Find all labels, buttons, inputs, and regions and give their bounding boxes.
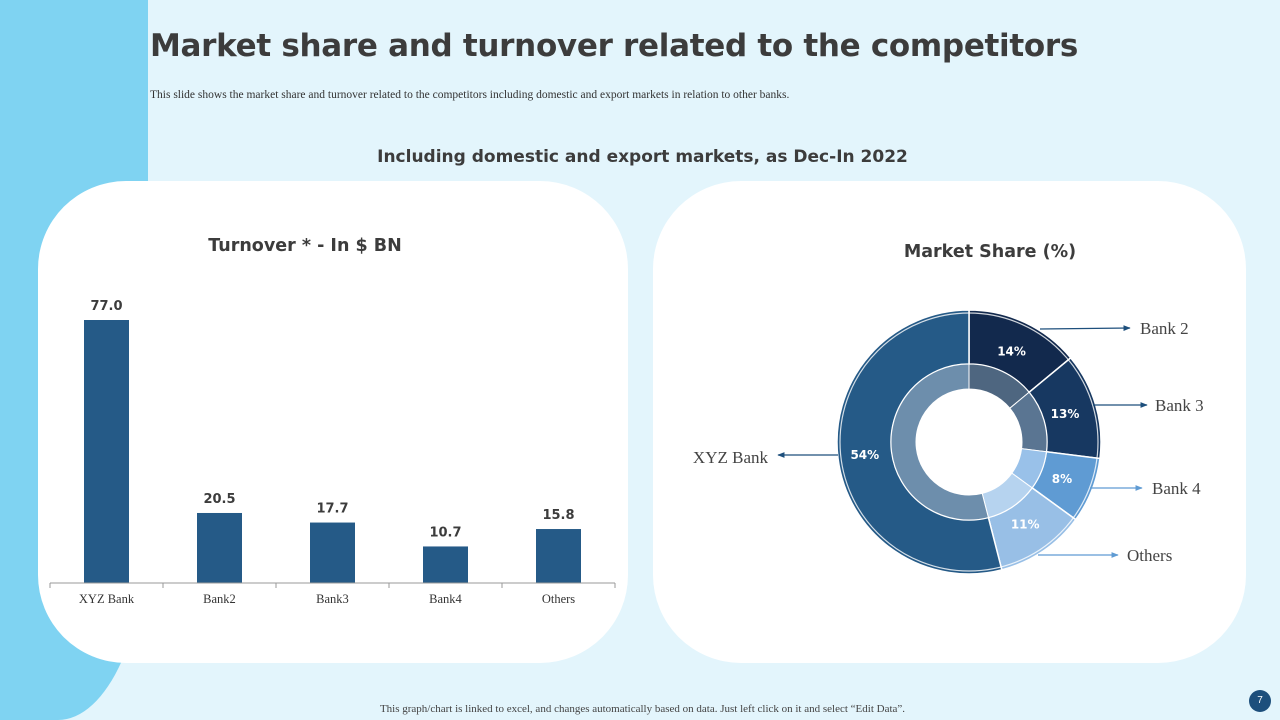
callout-label-xyz-bank: XYZ Bank (693, 448, 769, 467)
section-heading: Including domestic and export markets, a… (377, 147, 908, 167)
callout-label-bank-2: Bank 2 (1140, 319, 1189, 338)
slice-value-label: 14% (997, 345, 1026, 359)
bar-xyz-bank (84, 320, 129, 583)
bar-value-label: 77.0 (90, 299, 122, 314)
page-title: Market share and turnover related to the… (150, 28, 1079, 64)
slice-value-label: 8% (1052, 472, 1072, 486)
x-tick-label: Bank2 (203, 592, 236, 606)
slice-value-label: 13% (1051, 407, 1080, 421)
market-share-chart-title: Market Share (%) (903, 242, 1077, 262)
callout-arrow-bank-2 (1039, 325, 1131, 331)
market-share-card (653, 181, 1246, 663)
callout-label-others: Others (1127, 546, 1172, 565)
market-share-donut-chart: 14% 13% 8% 11% 54% Bank 2 Bank 3 Bank 4 Others XY… (693, 309, 1204, 575)
bar-others (536, 529, 581, 583)
bar-value-label: 15.8 (542, 508, 574, 523)
slice-inner-xyz-bank (890, 363, 990, 521)
footer-note: This graph/chart is linked to excel, and… (379, 703, 906, 715)
slice-value-label: 11% (1011, 518, 1040, 532)
x-tick-label: Others (542, 592, 575, 606)
turnover-bar-chart: 77.0 XYZ Bank 20.5 Bank2 17.7 Bank3 10.7 Bank4 1… (49, 299, 616, 606)
x-tick-label: Bank3 (316, 592, 349, 606)
page-subtitle: This slide shows the market share and tu… (150, 89, 790, 101)
donut-rim (839, 312, 1099, 572)
bar-bank2 (197, 512, 242, 583)
bar-value-label: 20.5 (203, 492, 235, 507)
slice-value-label: 54% (850, 448, 879, 462)
x-tick-label: Bank4 (429, 592, 462, 606)
bar-bank3 (310, 522, 355, 583)
bar-bank4 (423, 546, 468, 583)
page-number: 7 (1249, 690, 1271, 712)
callout-label-bank-3: Bank 3 (1155, 396, 1204, 415)
x-tick-label: XYZ Bank (79, 592, 135, 606)
bar-value-label: 10.7 (429, 525, 461, 540)
turnover-chart-title: Turnover * - In $ BN (208, 236, 402, 256)
bar-value-label: 17.7 (316, 502, 348, 517)
callout-label-bank-4: Bank 4 (1152, 479, 1201, 498)
